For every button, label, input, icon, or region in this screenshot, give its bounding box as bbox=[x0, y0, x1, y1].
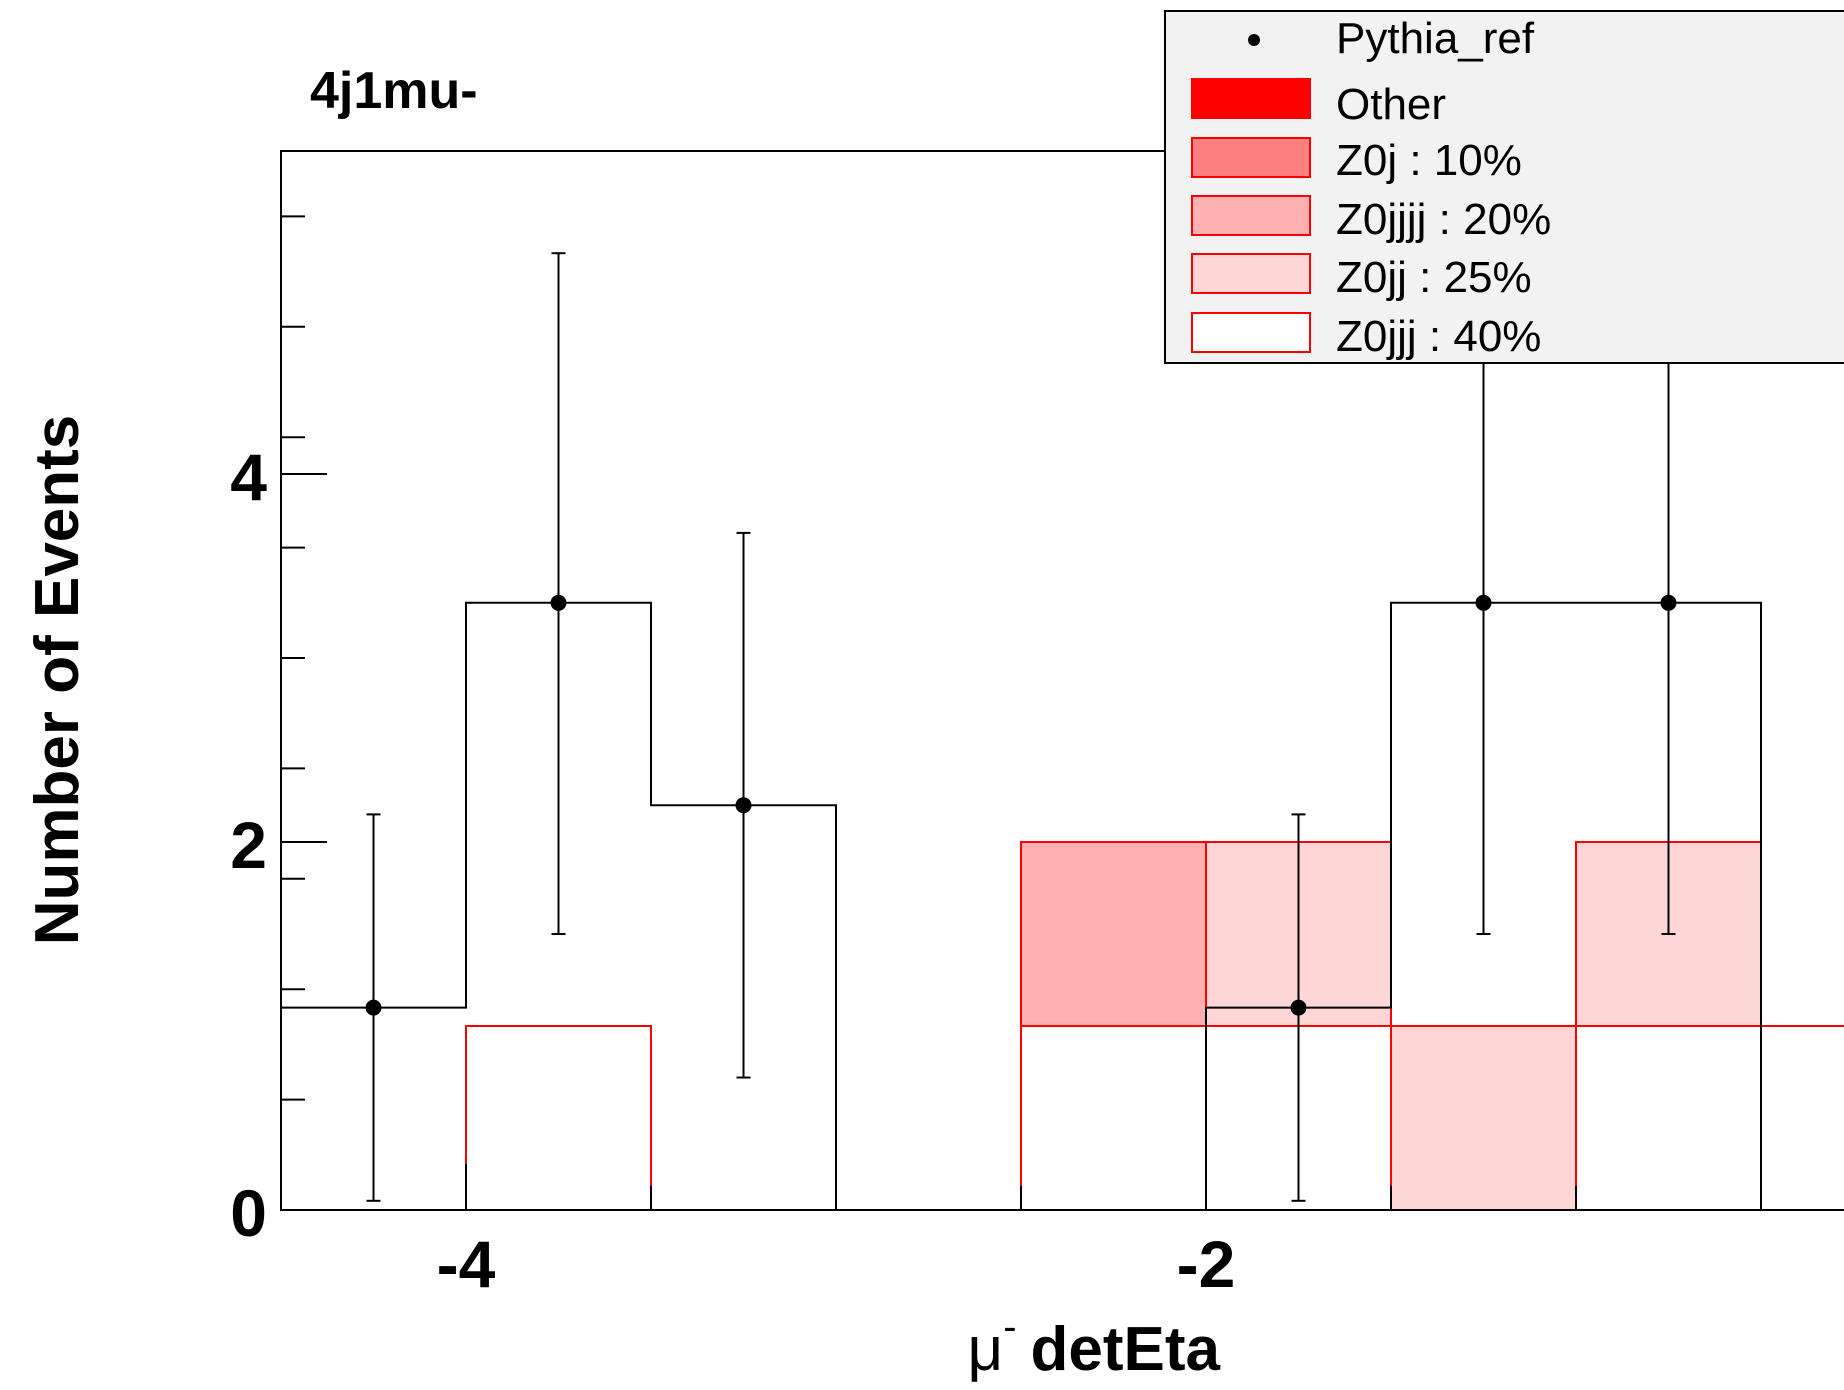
data-point-5 bbox=[1290, 999, 1307, 1016]
legend-label-z0j: Z0j : 10% bbox=[1336, 136, 1522, 185]
legend-swatch-z0jjjj bbox=[1191, 195, 1311, 236]
legend-swatch-other bbox=[1191, 78, 1311, 119]
data-point-1 bbox=[550, 594, 567, 611]
bar-z0jjj-bin-8 bbox=[1760, 1025, 1844, 1211]
chart-title: 4j1mu- bbox=[310, 62, 478, 120]
bar-z0jjjj-bin-4 bbox=[1020, 841, 1207, 1027]
reference-histogram bbox=[281, 601, 1844, 1211]
y-tick-label-2: 2 bbox=[230, 808, 267, 882]
x-tick-label--2: -2 bbox=[1177, 1227, 1236, 1301]
legend: Pythia_ref Other Z0j : 10% Z0jjjj : 20% … bbox=[1164, 10, 1844, 364]
legend-box bbox=[1164, 10, 1844, 364]
legend-label-z0jj: Z0jj : 25% bbox=[1336, 253, 1532, 302]
reference-outline bbox=[281, 601, 1844, 1211]
bar-z0jjj-bin-4 bbox=[1020, 1025, 1207, 1211]
legend-marker-pythia-ref bbox=[1248, 34, 1260, 46]
plot-frame bbox=[280, 150, 1844, 1211]
bar-z0jjj-bin-7 bbox=[1575, 1025, 1762, 1211]
legend-label-pythia-ref: Pythia_ref bbox=[1336, 14, 1535, 63]
reference-points bbox=[365, 252, 1677, 1202]
legend-label-other: Other bbox=[1336, 80, 1446, 129]
legend-swatch-z0jj bbox=[1191, 253, 1311, 294]
data-point-7 bbox=[1660, 594, 1677, 611]
bar-z0jjj-bin-1 bbox=[465, 1025, 652, 1211]
bar-z0jj-bin-6 bbox=[1390, 1025, 1577, 1211]
x-axis-label-symbol: μ bbox=[967, 1315, 1003, 1384]
y-tick-label-4: 4 bbox=[230, 440, 267, 514]
legend-label-z0jjj: Z0jjj : 40% bbox=[1336, 312, 1541, 361]
x-axis-label-superscript: - bbox=[1003, 1305, 1016, 1349]
legend-label-z0jjjj: Z0jjjj : 20% bbox=[1336, 195, 1551, 244]
legend-swatch-z0jjj bbox=[1191, 312, 1311, 353]
axes: 024-4-202 bbox=[230, 215, 1762, 1301]
x-axis-label: μ-detEta bbox=[967, 1305, 1220, 1384]
legend-swatch-z0j bbox=[1191, 137, 1311, 178]
data-point-6 bbox=[1475, 594, 1492, 611]
data-point-2 bbox=[735, 797, 752, 814]
x-axis-label-text: detEta bbox=[1031, 1315, 1221, 1384]
y-tick-label-0: 0 bbox=[230, 1176, 267, 1250]
data-point-0 bbox=[365, 999, 382, 1016]
y-axis-label: Number of Events bbox=[23, 415, 92, 946]
x-tick-label--4: -4 bbox=[437, 1227, 496, 1301]
